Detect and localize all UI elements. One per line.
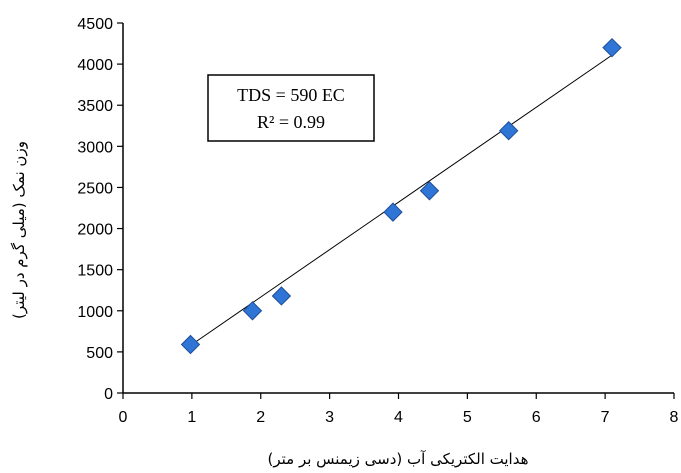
data-point	[498, 121, 519, 141]
data-point	[602, 37, 622, 58]
r-squared-label: R² = 0.99	[257, 112, 325, 132]
y-tick-label: 2000	[77, 222, 113, 239]
y-tick-label: 1000	[77, 304, 113, 321]
y-tick-label: 3500	[77, 98, 113, 115]
data-point	[271, 286, 292, 306]
y-tick-label: 4000	[77, 57, 113, 74]
y-tick-label: 3000	[77, 139, 113, 156]
x-tick-label: 2	[256, 409, 265, 426]
y-tick-label: 1500	[77, 263, 113, 280]
y-tick-label: 4500	[77, 16, 113, 33]
data-point	[419, 181, 440, 201]
data-point	[383, 202, 403, 222]
x-tick-label: 8	[670, 409, 679, 426]
data-point	[242, 301, 263, 321]
data-point	[180, 334, 201, 355]
y-tick-label: 0	[104, 386, 113, 403]
y-tick-label: 2500	[77, 180, 113, 197]
x-tick-label: 6	[532, 409, 541, 426]
y-tick-label: 500	[86, 345, 113, 362]
y-axis-title: وزن نمک (میلی گرم در لیتر)	[10, 141, 28, 319]
x-tick-label: 4	[394, 409, 403, 426]
x-tick-label: 1	[187, 409, 196, 426]
x-tick-label: 5	[463, 409, 472, 426]
x-axis-title: هدایت الکتریکی آب (دسی زیمنس بر متر)	[267, 450, 528, 468]
equation-label: TDS = 590 EC	[237, 85, 345, 105]
equation-box: TDS = 590 EC R² = 0.99	[207, 74, 375, 142]
trend-line	[191, 54, 613, 345]
x-tick-label: 3	[325, 409, 334, 426]
x-tick-label: 7	[601, 409, 610, 426]
x-tick-label: 0	[119, 409, 128, 426]
